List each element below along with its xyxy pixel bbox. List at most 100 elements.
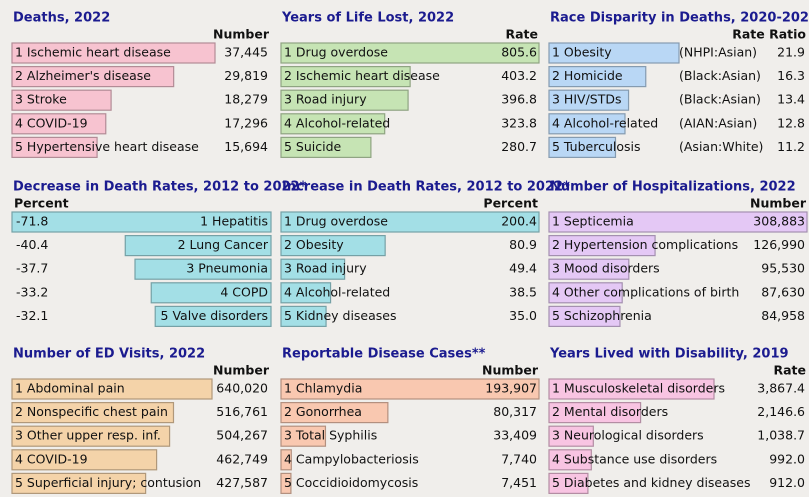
group-label: (Black:Asian) [679, 68, 761, 83]
bar [280, 42, 540, 64]
bar [11, 42, 216, 64]
category-label: 4 COPD [220, 284, 268, 299]
category-label: 4 COVID-19 [15, 451, 88, 466]
bar [548, 89, 630, 111]
panel-title: Decrease in Death Rates, 2012 to 2022* [13, 180, 307, 195]
value-label: -32.1 [16, 308, 48, 323]
bar [280, 235, 386, 257]
group-label: (NHPI:Asian) [679, 45, 757, 60]
bar [548, 449, 592, 471]
bar [548, 425, 594, 447]
category-label: 3 Neurological disorders [552, 428, 704, 443]
category-label: 2 Obesity [284, 237, 344, 252]
bar [124, 235, 272, 257]
bar [150, 282, 272, 304]
category-label: 1 Ischemic heart disease [15, 45, 171, 60]
bar [280, 402, 389, 424]
value-label: 640,020 [216, 381, 268, 396]
value-label: 21.9 [777, 45, 805, 60]
bar [154, 305, 272, 327]
category-label: 5 Kidney diseases [284, 308, 397, 323]
value-label: 15,694 [224, 139, 268, 154]
category-label: 5 Hypertensive heart disease [15, 139, 199, 154]
bar [11, 425, 171, 447]
value-label: 200.4 [501, 214, 537, 229]
value-label: 95,530 [761, 261, 805, 276]
value-label: 29,819 [224, 68, 268, 83]
value-label: 84,958 [761, 308, 805, 323]
value-label: 912.0 [769, 475, 805, 490]
bar [11, 472, 147, 494]
bar [548, 113, 626, 135]
bar [280, 378, 540, 400]
value-label: 805.6 [501, 45, 537, 60]
category-label: 3 Mood disorders [552, 261, 660, 276]
value-header: Number [213, 27, 270, 42]
bar [11, 89, 112, 111]
category-label: 2 Ischemic heart disease [284, 68, 440, 83]
value-label: 35.0 [509, 308, 537, 323]
value-label: 16.3 [777, 68, 805, 83]
value-label: 49.4 [509, 261, 537, 276]
category-label: 5 Valve disorders [161, 308, 268, 323]
panel-title: Deaths, 2022 [13, 11, 110, 26]
category-label: 3 Road injury [284, 92, 367, 107]
category-label: 3 Pneumonia [186, 261, 268, 276]
bar [280, 449, 292, 471]
value-label: 37,445 [224, 45, 268, 60]
value-label: 403.2 [501, 68, 537, 83]
value-label: 87,630 [761, 284, 805, 299]
value-label: 126,990 [753, 237, 805, 252]
category-label: 4 Campylobacteriosis [284, 451, 419, 466]
value-header: Percent [483, 196, 538, 211]
value-label: -71.8 [16, 214, 48, 229]
value-label: 7,451 [501, 475, 537, 490]
category-label: 1 Musculoskeletal disorders [552, 381, 725, 396]
category-label: 2 Alzheimer's disease [15, 68, 151, 83]
value-label: -37.7 [16, 261, 48, 276]
group-label: (AIAN:Asian) [679, 115, 757, 130]
bar [548, 305, 621, 327]
bar [280, 211, 540, 233]
category-label: 2 Gonorrhea [284, 404, 362, 419]
bar [548, 42, 680, 64]
bar [548, 282, 623, 304]
bar [548, 258, 630, 280]
value-label: 2,146.6 [757, 404, 805, 419]
category-label: 3 Other upper resp. inf. [15, 428, 161, 443]
category-label: 5 Schizophrenia [552, 308, 652, 323]
value-label: -40.4 [16, 237, 48, 252]
bar [11, 211, 272, 233]
bar [548, 65, 647, 88]
bar [280, 258, 346, 280]
value-label: 516,761 [216, 404, 268, 419]
bar [548, 235, 656, 257]
category-label: 2 Mental disorders [552, 404, 668, 419]
panel-title: Reportable Disease Cases** [282, 347, 486, 362]
category-label: 3 Stroke [15, 92, 67, 107]
category-label: 1 Obesity [552, 45, 612, 60]
category-label: 4 COVID-19 [15, 115, 88, 130]
panel-title: Race Disparity in Deaths, 2020-2022 [550, 11, 809, 26]
category-label: 3 Total Syphilis [284, 428, 377, 443]
value-header: Rate Ratio [732, 27, 806, 42]
category-label: 4 Alcohol-related [284, 284, 390, 299]
category-label: 1 Septicemia [552, 214, 634, 229]
panel-title: Increase in Death Rates, 2012 to 2022* [282, 180, 570, 195]
value-label: 1,038.7 [757, 428, 805, 443]
value-label: 193,907 [485, 381, 537, 396]
bar [280, 472, 292, 494]
category-label: 5 Coccidioidomycosis [284, 475, 418, 490]
value-header: Number [750, 196, 807, 211]
value-label: 80,317 [493, 404, 537, 419]
category-label: 5 Tuberculosis [552, 139, 641, 154]
value-header: Number [213, 363, 270, 378]
value-label: 18,279 [224, 92, 268, 107]
category-label: 1 Abdominal pain [15, 381, 125, 396]
category-label: 1 Drug overdose [284, 45, 388, 60]
panel-title: Years Lived with Disability, 2019 [549, 347, 789, 362]
category-label: 1 Chlamydia [284, 381, 362, 396]
bar [548, 402, 642, 424]
value-header: Percent [14, 196, 69, 211]
